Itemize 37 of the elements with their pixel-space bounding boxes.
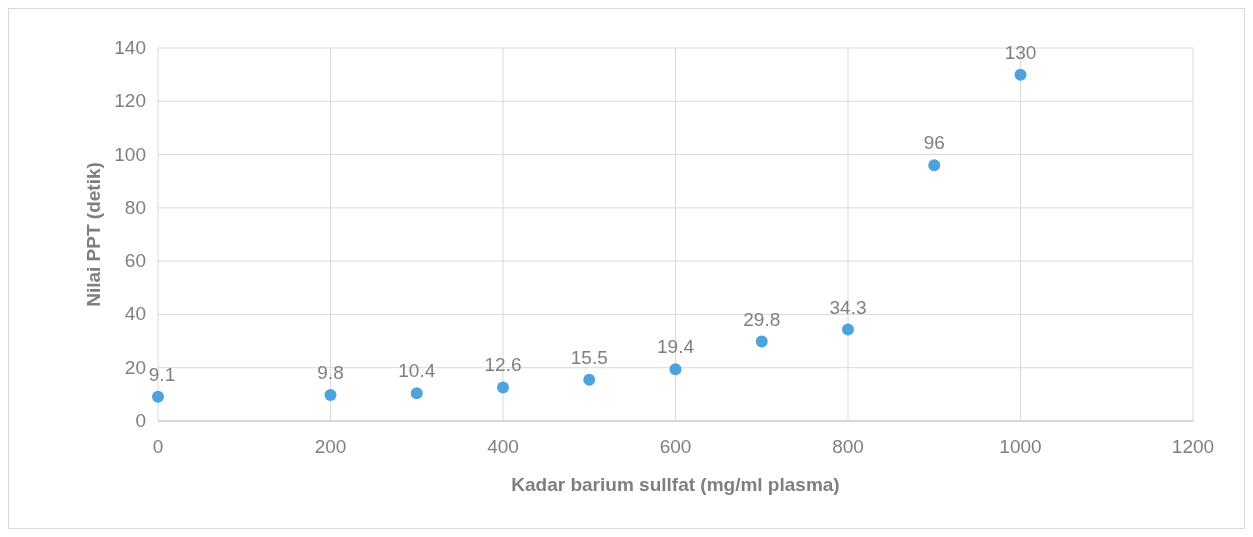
- x-tick-label: 1000: [999, 436, 1042, 457]
- point: [842, 323, 854, 336]
- x-tick-label: 800: [832, 436, 864, 457]
- data-label: 130: [1004, 41, 1037, 63]
- point: [1014, 68, 1027, 81]
- x-tick-label: 0: [152, 436, 164, 457]
- point: [755, 335, 768, 348]
- point: [410, 387, 423, 400]
- point: [583, 373, 596, 386]
- data-label: 9.1: [148, 363, 176, 385]
- data-label: 9.8: [317, 361, 344, 383]
- x-axis-title: Kadar barium sullfat (mg/ml plasma): [511, 474, 840, 495]
- data-label: 96: [923, 132, 945, 154]
- y-tick-label: 60: [124, 250, 146, 272]
- data-label: 10.4: [398, 360, 436, 382]
- data-label: 19.4: [657, 336, 695, 358]
- y-tick-label: 0: [135, 410, 146, 431]
- y-tick-label: 140: [114, 37, 146, 58]
- data-label: 15.5: [570, 346, 608, 368]
- x-tick-label: 1200: [1171, 436, 1215, 457]
- y-tick-label: 40: [124, 303, 146, 325]
- point: [324, 388, 337, 401]
- data-label: 29.8: [743, 308, 781, 330]
- point: [152, 390, 164, 403]
- y-tick-label: 80: [124, 196, 146, 218]
- x-tick-label: 600: [659, 436, 692, 457]
- data-label: 12.6: [484, 354, 522, 376]
- y-axis-title: Nilai PPT (detik): [83, 162, 104, 307]
- point: [669, 363, 682, 376]
- data-label: 34.3: [829, 296, 867, 318]
- y-tick-label: 120: [114, 90, 146, 112]
- point: [928, 159, 941, 172]
- y-tick-label: 100: [114, 143, 146, 165]
- x-tick-label: 400: [487, 436, 519, 457]
- y-tick-label: 20: [124, 356, 146, 378]
- point: [497, 381, 509, 394]
- x-tick-label: 200: [314, 436, 347, 457]
